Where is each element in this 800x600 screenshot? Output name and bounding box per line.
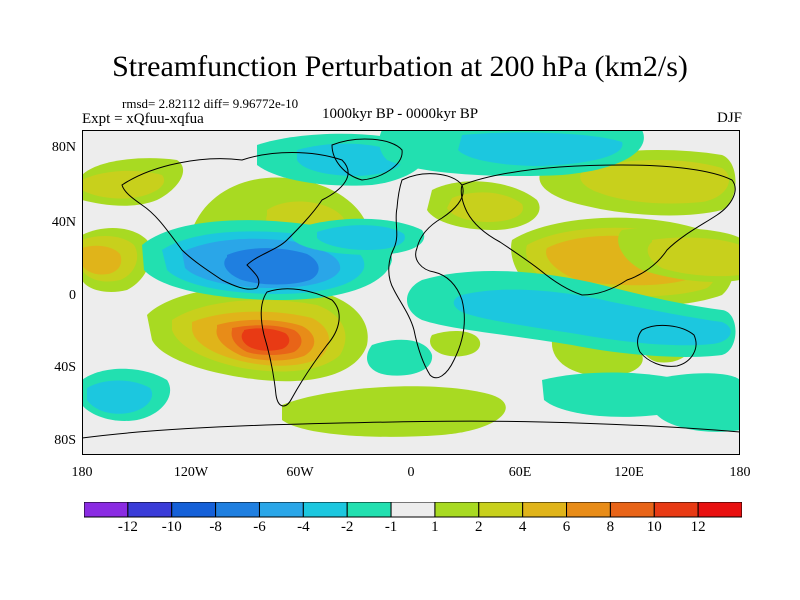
colorbar-box [522,502,568,518]
colorbar-label: -8 [209,519,222,535]
colorbar-label: -4 [297,519,310,535]
experiment-label: Expt = xQfuu-xqfua [82,111,204,127]
atlantic-low [317,225,405,250]
north-america-low [224,248,319,285]
southeast-pacific-low [367,339,433,376]
north-pacific-east-high [647,237,740,277]
colorbar-box [171,502,217,518]
colorbar-box [609,502,655,518]
colorbar-box [434,502,480,518]
arctic-low [297,143,404,176]
australia-coast [637,324,697,367]
x-tick-label-180e: 180 [729,465,751,480]
colorbar-label: 8 [606,519,615,535]
y-tick-label-80s: 80S [54,433,76,448]
colorbar-box [215,502,260,518]
y-tick-label-40n: 40N [51,215,76,230]
colorbar-label: -2 [340,519,354,535]
south-america-coast [260,288,340,407]
colorbar-label: -12 [117,519,138,535]
colorbar-label: -1 [384,519,398,535]
x-tick-label-60e: 60E [508,465,532,480]
africa-high [430,330,481,357]
colorbar-label: -6 [253,519,266,535]
colorbar-box [84,502,129,518]
colorbar-label: 4 [518,519,527,535]
antarctica-coast [82,420,740,439]
greenland-coast [331,138,403,181]
pacific-west-high [82,245,122,275]
x-tick-label-180w: 180 [71,465,93,480]
colorbar-label: 2 [475,519,483,535]
season-label: DJF [716,110,742,126]
south-pacific-east-low [652,373,740,432]
coastlines [82,138,740,439]
negative-anomalies [82,130,740,432]
colorbar-box [258,502,304,518]
colorbar-box [127,502,173,518]
x-tick-label-60w: 60W [286,465,314,480]
north-polar-low [458,132,623,166]
colorbar-box [478,502,524,518]
colorbar-box [302,502,348,518]
map-title: Streamfunction Perturbation at 200 hPa (… [112,50,688,83]
colorbar-box [697,502,742,518]
y-tick-label-80n: 80N [51,140,76,155]
tropical-belt-low [453,289,731,346]
colorbar-box [653,502,699,518]
x-tick-label-120w: 120W [173,465,209,480]
rmsd-diff-stats: rmsd= 2.82112 diff= 9.96772e-10 [122,96,299,111]
colorbar-box [566,502,611,518]
period-label: 1000kyr BP - 0000kyr BP [322,106,479,122]
x-tick-label-120e: 120E [614,465,644,480]
map-frame [82,130,740,455]
south-pacific-low [87,380,153,414]
colorbar-label: 6 [562,519,571,535]
siberia-high [580,159,730,204]
north-america-coast [121,152,349,290]
colorbar-label: 12 [690,519,706,535]
colorbar [84,502,742,518]
x-tick-label-0: 0 [407,465,415,480]
southern-ocean-high [282,386,506,437]
asia-coast [460,164,736,296]
colorbar-label: 1 [431,519,439,535]
colorbar-box [390,502,436,518]
europe-africa-coast [388,173,465,379]
y-tick-label-0: 0 [69,288,76,303]
y-tick-label-40s: 40S [54,360,76,375]
colorbar-label: 10 [646,519,662,535]
streamfunction-map [82,130,740,455]
europe-high [447,192,523,222]
colorbar-box [346,502,392,518]
colorbar-label: -10 [161,519,182,535]
